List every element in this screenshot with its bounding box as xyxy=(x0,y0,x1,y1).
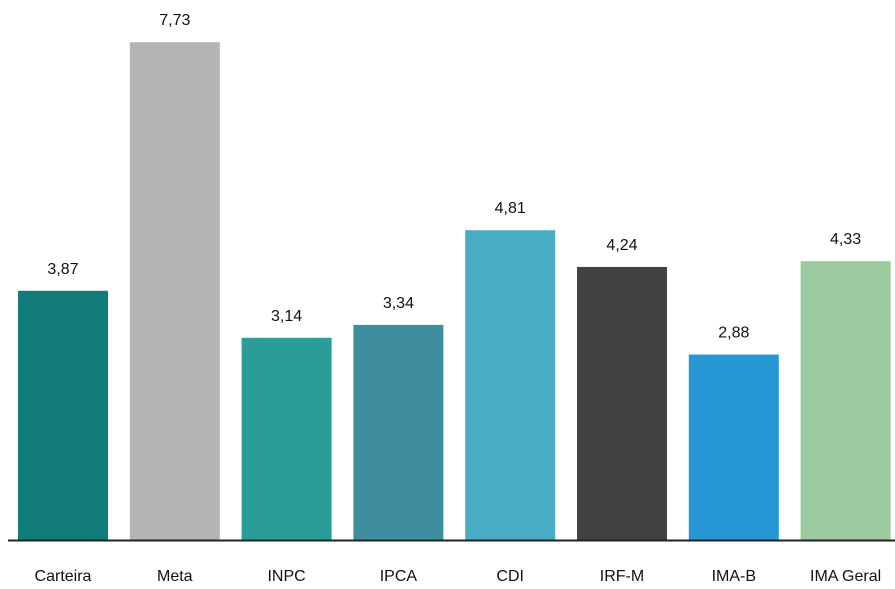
category-label: INPC xyxy=(267,568,305,584)
category-label: Carteira xyxy=(35,568,92,584)
category-label: IPCA xyxy=(380,568,418,584)
value-label: 7,73 xyxy=(159,12,190,29)
bar-ima-b xyxy=(688,354,779,540)
value-label: 4,24 xyxy=(606,237,637,254)
category-label: Meta xyxy=(157,568,193,584)
value-label: 4,81 xyxy=(495,200,526,217)
bar-carteira xyxy=(18,290,108,540)
bar-ipca xyxy=(353,324,444,540)
bar-ima-geral xyxy=(800,261,891,540)
category-label: IMA Geral xyxy=(810,568,881,584)
bar-inpc xyxy=(241,337,332,540)
category-label: CDI xyxy=(496,568,524,584)
bar-meta xyxy=(129,42,220,541)
bar-cdi xyxy=(465,230,556,540)
bar-irf-m xyxy=(577,266,667,540)
value-label: 3,14 xyxy=(271,308,302,325)
category-label: IRF-M xyxy=(600,568,644,584)
value-label: 3,87 xyxy=(47,261,78,278)
value-label: 4,33 xyxy=(830,231,861,248)
value-label: 3,34 xyxy=(383,295,414,312)
category-label: IMA-B xyxy=(712,568,756,584)
value-label: 2,88 xyxy=(718,325,749,342)
